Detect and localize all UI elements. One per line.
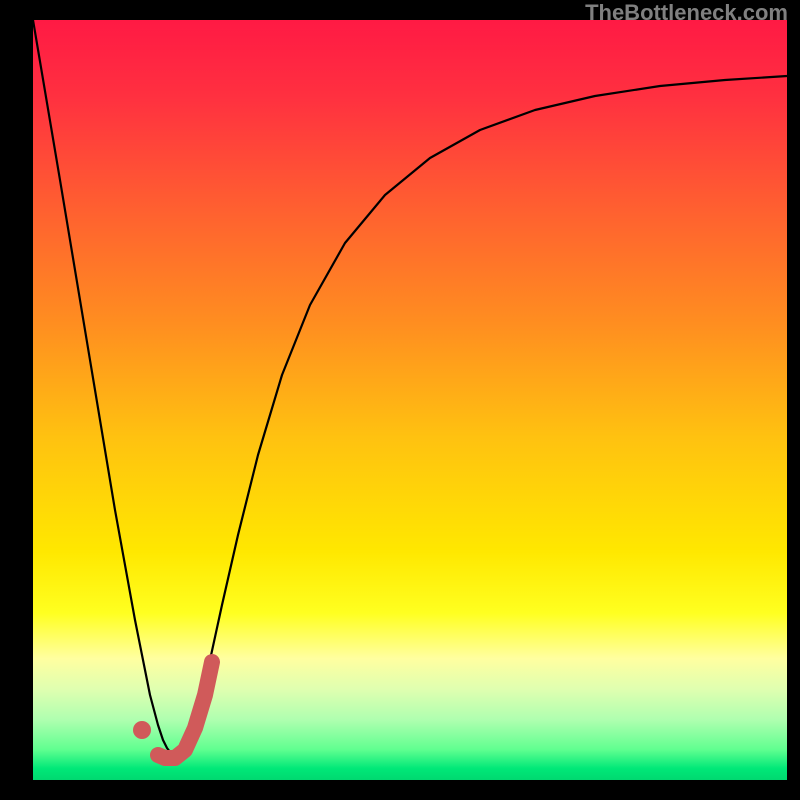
bottleneck-chart [0, 0, 800, 800]
plot-area [33, 20, 787, 780]
watermark-text: TheBottleneck.com [585, 0, 788, 26]
chart-container: TheBottleneck.com [0, 0, 800, 800]
highlight-dot [133, 721, 151, 739]
